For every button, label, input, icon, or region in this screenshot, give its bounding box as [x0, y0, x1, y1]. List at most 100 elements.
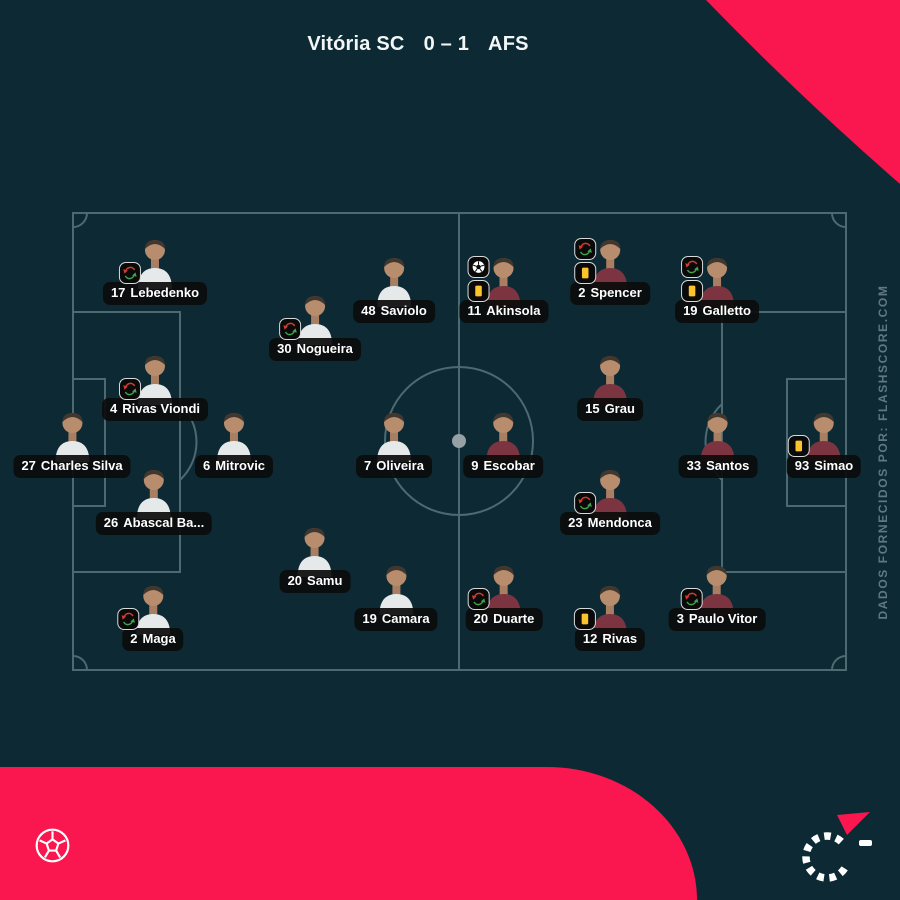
player-name: Mitrovic — [215, 458, 266, 473]
player-card[interactable]: 15 Grau — [577, 351, 643, 421]
player-name: Duarte — [493, 611, 535, 626]
player-card[interactable]: 23 Mendonca — [560, 465, 660, 535]
player-badges — [119, 377, 141, 400]
player-card[interactable]: 27 Charles Silva — [13, 408, 131, 478]
player-card[interactable]: 20 Duarte — [465, 561, 543, 631]
bottom-accent-band — [0, 767, 697, 900]
player-name: Grau — [604, 401, 635, 416]
player-avatar — [695, 408, 741, 462]
away-team-name: AFS — [488, 33, 529, 55]
player-label: 6 Mitrovic — [194, 455, 274, 478]
player-name: Akinsola — [486, 303, 541, 318]
player-card[interactable]: 17 Lebedenko — [102, 235, 208, 305]
player-card[interactable]: 4 Rivas Viondi — [101, 351, 209, 421]
player-card[interactable]: 9 Escobar — [463, 408, 543, 478]
player-avatar — [480, 408, 526, 462]
player-number: 7 — [364, 458, 372, 473]
player-badges — [574, 607, 597, 630]
corner-arc — [72, 655, 88, 671]
player-badges — [788, 434, 811, 457]
player-number: 4 — [109, 401, 118, 416]
player-label: 9 Escobar — [463, 455, 543, 478]
player-name: Spencer — [590, 285, 642, 300]
player-name: Saviolo — [380, 303, 427, 318]
player-name: Galletto — [702, 303, 751, 318]
player-name: Camara — [381, 611, 430, 626]
yellow-card-icon — [681, 279, 703, 302]
flashscore-icon — [802, 812, 878, 882]
player-number: 12 — [582, 631, 598, 646]
player-number: 19 — [362, 611, 377, 626]
player-name: Samu — [307, 573, 343, 588]
substitution-icon — [119, 377, 141, 400]
player-number: 19 — [683, 303, 698, 318]
player-label: 30 Nogueira — [269, 338, 361, 361]
substitution-icon — [117, 607, 139, 630]
substitution-icon — [279, 317, 301, 340]
player-name: Maga — [142, 631, 176, 646]
yellow-card-icon — [788, 434, 811, 457]
player-number: 23 — [568, 515, 583, 530]
player-badges — [468, 587, 490, 610]
player-avatar — [131, 465, 177, 519]
player-number: 93 — [794, 458, 810, 473]
center-spot — [452, 434, 466, 448]
player-card[interactable]: 30 Nogueira — [269, 291, 361, 361]
football-icon — [35, 828, 70, 863]
player-name: Mendonca — [587, 515, 652, 530]
player-card[interactable]: 48 Saviolo — [353, 253, 435, 323]
player-label: 93 Simao — [786, 455, 862, 478]
player-card[interactable]: 2 Maga — [117, 581, 184, 651]
player-badges — [574, 491, 597, 514]
player-label: 20 Samu — [279, 570, 351, 593]
player-number: 30 — [277, 341, 292, 356]
player-name: Rivas — [602, 631, 638, 646]
player-number: 26 — [103, 515, 119, 530]
player-label: 26 Abascal Ba... — [95, 512, 213, 535]
player-number: 15 — [585, 401, 600, 416]
player-card[interactable]: 12 Rivas — [574, 581, 646, 651]
player-number: 6 — [202, 458, 211, 473]
player-label: 15 Grau — [577, 398, 643, 421]
player-badges — [681, 255, 703, 302]
player-card[interactable]: 19 Galletto — [675, 253, 759, 323]
player-card[interactable]: 2 Spencer — [570, 235, 650, 305]
player-number: 11 — [467, 303, 482, 318]
player-avatar — [292, 523, 338, 577]
player-card[interactable]: 20 Samu — [279, 523, 351, 593]
player-card[interactable]: 7 Oliveira — [356, 408, 432, 478]
player-number: 20 — [287, 573, 303, 588]
substitution-icon — [119, 261, 141, 284]
player-card[interactable]: 93 Simao — [786, 408, 862, 478]
corner-arc — [72, 212, 88, 228]
player-card[interactable]: 11 Akinsola — [459, 253, 549, 323]
yellow-card-icon — [574, 261, 597, 284]
player-name: Oliveira — [376, 458, 424, 473]
player-number: 9 — [471, 458, 479, 473]
center-circle — [384, 366, 534, 516]
yellow-card-icon — [468, 279, 490, 302]
player-avatar — [49, 408, 95, 462]
player-label: 19 Camara — [354, 608, 438, 631]
player-avatar — [371, 253, 417, 307]
player-number: 27 — [21, 458, 36, 473]
player-number: 3 — [676, 611, 684, 626]
player-number: 2 — [130, 631, 138, 646]
player-name: Escobar — [483, 458, 535, 473]
player-label: 17 Lebedenko — [102, 282, 208, 305]
player-number: 33 — [686, 458, 702, 473]
right-goal-box — [786, 378, 847, 507]
player-number: 17 — [110, 285, 126, 300]
corner-arc — [831, 212, 847, 228]
player-card[interactable]: 6 Mitrovic — [194, 408, 274, 478]
player-card[interactable]: 3 Paulo Vitor — [668, 561, 766, 631]
player-badges — [119, 261, 141, 284]
player-label: 11 Akinsola — [459, 300, 549, 323]
player-card[interactable]: 33 Santos — [678, 408, 758, 478]
player-label: 33 Santos — [678, 455, 758, 478]
player-card[interactable]: 19 Camara — [354, 561, 438, 631]
player-label: 3 Paulo Vitor — [668, 608, 766, 631]
yellow-card-icon — [574, 607, 597, 630]
player-card[interactable]: 26 Abascal Ba... — [95, 465, 213, 535]
